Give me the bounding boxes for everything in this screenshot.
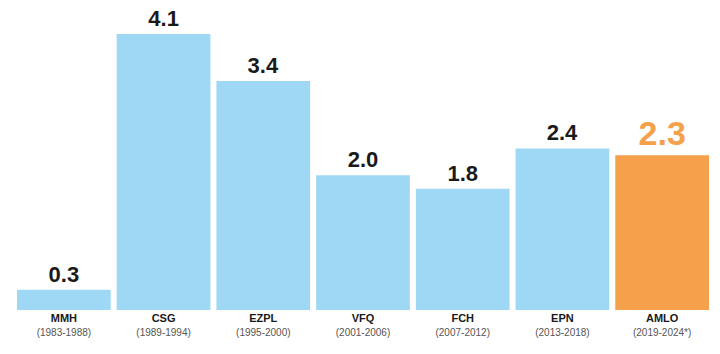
svg-text:2.4: 2.4 bbox=[547, 120, 578, 145]
svg-text:FCH(2007-2012): FCH(2007-2012) bbox=[435, 312, 489, 338]
svg-text:4.1: 4.1 bbox=[148, 6, 179, 31]
svg-text:MMH(1983-1988): MMH(1983-1988) bbox=[37, 312, 91, 338]
svg-text:1.8: 1.8 bbox=[447, 161, 478, 186]
svg-text:VFQ(2001-2006): VFQ(2001-2006) bbox=[336, 312, 390, 338]
svg-text:AMLO(2019-2024*): AMLO(2019-2024*) bbox=[633, 312, 691, 338]
svg-text:3.4: 3.4 bbox=[248, 53, 279, 78]
svg-text:2.3: 2.3 bbox=[639, 114, 686, 152]
svg-text:0.3: 0.3 bbox=[49, 262, 80, 287]
svg-text:EZPL(1995-2000): EZPL(1995-2000) bbox=[236, 312, 290, 338]
svg-text:EPN(2013-2018): EPN(2013-2018) bbox=[535, 312, 589, 338]
svg-text:2.0: 2.0 bbox=[348, 147, 379, 172]
svg-text:CSG(1989-1994): CSG(1989-1994) bbox=[136, 312, 190, 338]
